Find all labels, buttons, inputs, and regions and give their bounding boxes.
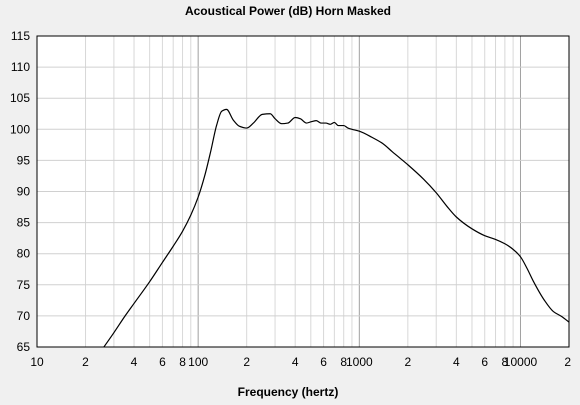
series-line-0 [103, 108, 570, 348]
x-tick-label: 2 [564, 355, 571, 369]
y-tick-label: 105 [10, 91, 30, 105]
x-tick-label: 8 [179, 355, 186, 369]
y-tick-label: 70 [17, 309, 31, 323]
x-tick-label: 4 [292, 355, 299, 369]
y-tick-label: 100 [10, 122, 30, 136]
x-tick-label: 6 [320, 355, 327, 369]
plot-border [36, 35, 570, 348]
x-tick-label: 6 [159, 355, 166, 369]
x-tick-label: 4 [131, 355, 138, 369]
chart-title: Acoustical Power (dB) Horn Masked [184, 4, 392, 18]
x-tick-label: 10000 [504, 355, 538, 369]
grid [37, 36, 569, 347]
x-tick-label: 8 [502, 355, 509, 369]
y-tick-label: 65 [17, 340, 31, 354]
x-tick-label: 100 [188, 355, 208, 369]
y-tick-label: 85 [17, 216, 31, 230]
x-tick-label: 4 [453, 355, 460, 369]
x-tick-label: 1000 [346, 355, 373, 369]
x-tick-label: 10 [30, 355, 44, 369]
x-axis-label: Frequency (hertz) [237, 385, 339, 399]
x-tick-label: 8 [340, 355, 347, 369]
y-tick-label: 80 [17, 247, 31, 261]
y-tick-label: 115 [11, 29, 30, 43]
y-tick-label: 110 [11, 60, 30, 74]
y-tick-labels: 65 70 75 80 85 90 95 100 105 110 115 [10, 29, 30, 354]
x-tick-label: 2 [404, 355, 411, 369]
x-tick-label: 6 [481, 355, 488, 369]
x-tick-label: 2 [243, 355, 250, 369]
series-layer [103, 108, 570, 348]
y-tick-label: 75 [17, 278, 31, 292]
y-tick-label: 90 [17, 185, 31, 199]
x-tick-label: 2 [82, 355, 89, 369]
y-tick-label: 95 [17, 153, 31, 167]
